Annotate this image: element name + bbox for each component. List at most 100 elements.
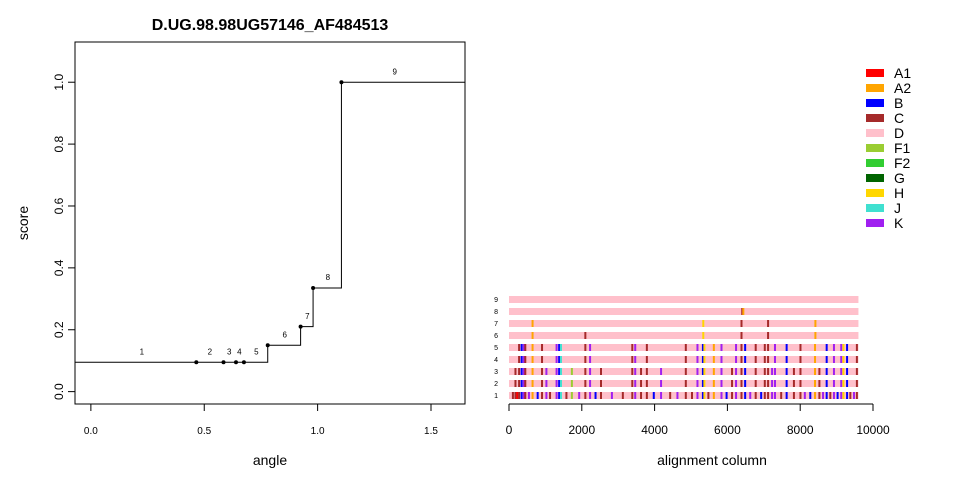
subtype-mark [740, 380, 743, 387]
subtype-mark [669, 392, 672, 399]
track-row-label: 8 [494, 309, 498, 316]
subtype-mark [763, 392, 766, 399]
subtype-mark [842, 344, 845, 351]
subtype-mark [589, 380, 592, 387]
subtype-mark [536, 392, 539, 399]
subtype-mark [767, 332, 770, 339]
subtype-mark [514, 380, 517, 387]
subtype-mark [520, 380, 523, 387]
subtype-mark [771, 392, 774, 399]
subtype-mark [703, 344, 706, 351]
subtype-mark [740, 332, 743, 339]
subtype-mark [741, 308, 744, 315]
legend-swatch [866, 159, 884, 167]
subtype-mark [610, 392, 613, 399]
subtype-mark [531, 368, 534, 375]
subtype-mark [660, 380, 663, 387]
subtype-mark [589, 392, 592, 399]
subtype-mark [720, 380, 723, 387]
subtype-mark [676, 392, 679, 399]
subtype-mark [855, 356, 858, 363]
subtype-mark [558, 356, 561, 363]
subtype-mark [842, 380, 845, 387]
subtype-mark [740, 320, 743, 327]
subtype-mark [792, 380, 795, 387]
left-x-tick-label: 0.5 [197, 426, 211, 437]
subtype-mark [634, 392, 637, 399]
step-point-label: 2 [208, 347, 213, 356]
subtype-mark [785, 356, 788, 363]
subtype-mark [524, 392, 527, 399]
subtype-mark [555, 344, 558, 351]
subtype-mark [518, 356, 521, 363]
legend-entry: F2 [866, 155, 911, 171]
subtype-mark [767, 380, 770, 387]
track-row-6 [509, 332, 859, 339]
step-point [194, 360, 199, 365]
subtype-mark [584, 356, 587, 363]
subtype-mark [545, 392, 548, 399]
subtype-mark [814, 356, 817, 363]
track-base [509, 296, 859, 303]
subtype-mark [840, 380, 843, 387]
subtype-mark [578, 392, 581, 399]
track-row-label: 6 [494, 333, 498, 340]
subtype-mark [785, 344, 788, 351]
subtype-mark [842, 356, 845, 363]
subtype-mark [818, 380, 821, 387]
subtype-mark [645, 380, 648, 387]
subtype-mark [511, 392, 514, 399]
step-point-label: 7 [305, 312, 310, 321]
subtype-mark [773, 356, 776, 363]
subtype-mark [852, 392, 855, 399]
legend-swatch [866, 69, 884, 77]
track-base [509, 320, 859, 327]
step-point-label: 3 [227, 347, 232, 356]
track-row-7 [509, 320, 859, 327]
legend-entry: H [866, 185, 904, 201]
subtype-mark [522, 356, 525, 363]
subtype-mark [631, 356, 634, 363]
subtype-mark [558, 380, 561, 387]
subtype-mark [589, 344, 592, 351]
subtype-mark [735, 356, 738, 363]
subtype-mark [555, 392, 558, 399]
subtype-mark [785, 392, 788, 399]
subtype-mark [558, 368, 561, 375]
subtype-mark [589, 356, 592, 363]
legend-entry: A1 [866, 65, 911, 81]
legend-entry: D [866, 125, 904, 141]
subtype-mark [631, 392, 634, 399]
left-x-tick-label: 0.0 [84, 426, 98, 437]
right-x-axis: 0 2000 4000 6000 8000 10000 [506, 404, 890, 437]
subtype-mark [855, 380, 858, 387]
subtype-mark [767, 368, 770, 375]
subtype-mark [846, 392, 849, 399]
track-row-label: 7 [494, 321, 498, 328]
left-y-tick-label: 0.0 [52, 383, 66, 400]
legend-label: G [894, 170, 905, 186]
subtype-mark [707, 392, 710, 399]
subtype-mark [701, 380, 704, 387]
track-row-2 [509, 380, 859, 387]
subtype-mark [832, 368, 835, 375]
subtype-mark [840, 368, 843, 375]
subtype-mark [740, 368, 743, 375]
subtype-mark [763, 380, 766, 387]
subtype-mark [696, 356, 699, 363]
track-row-1 [509, 392, 859, 399]
legend-label: K [894, 215, 904, 231]
subtype-mark [744, 344, 747, 351]
subtype-mark [684, 356, 687, 363]
legend-label: J [894, 200, 901, 216]
subtype-mark [846, 368, 849, 375]
subtype-mark [785, 368, 788, 375]
subtype-mark [634, 380, 637, 387]
step-point [298, 324, 303, 329]
step-point [265, 343, 270, 348]
subtype-mark [767, 392, 770, 399]
subtype-mark [832, 380, 835, 387]
step-point-label: 9 [392, 67, 397, 76]
